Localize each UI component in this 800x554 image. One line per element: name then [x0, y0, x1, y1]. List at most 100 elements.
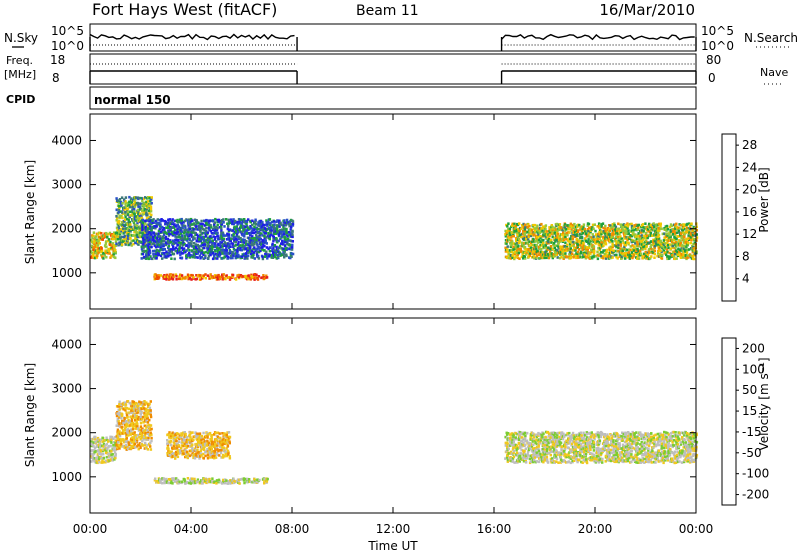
heatmap-cell: [192, 241, 196, 245]
heatmap-cell: [655, 242, 658, 245]
heatmap-cell: [129, 441, 133, 444]
heatmap-cell: [123, 241, 127, 245]
heatmap-cell: [214, 252, 218, 256]
heatmap-cell: [209, 247, 212, 251]
heatmap-cell: [153, 255, 156, 258]
heatmap-cell: [102, 448, 106, 452]
heatmap-cell: [133, 230, 136, 234]
heatmap-cell: [132, 445, 135, 448]
heatmap-cell: [207, 251, 210, 255]
heatmap-cell: [192, 453, 196, 456]
heatmap-cell: [246, 236, 250, 240]
heatmap-cell: [104, 249, 107, 252]
heatmap-cell: [572, 249, 575, 252]
heatmap-cell: [109, 243, 112, 246]
heatmap-cell: [661, 232, 664, 236]
heatmap-cell: [207, 451, 210, 454]
heatmap-cell: [606, 231, 609, 234]
heatmap-cell: [202, 274, 205, 277]
heatmap-cell: [169, 432, 172, 436]
heatmap-cell: [167, 234, 171, 237]
heatmap-cell: [693, 231, 697, 235]
heatmap-cell: [653, 246, 656, 250]
heatmap-cell: [91, 456, 95, 459]
heatmap-cell: [632, 228, 636, 232]
heatmap-cell: [149, 431, 152, 435]
heatmap-cell: [123, 208, 126, 211]
heatmap-cell: [189, 217, 193, 221]
heatmap-cell: [165, 479, 169, 483]
heatmap-cell: [200, 243, 204, 247]
heatmap-cell: [659, 239, 662, 243]
heatmap-cell: [218, 226, 222, 229]
heatmap-cell: [518, 257, 521, 260]
heatmap-cell: [659, 254, 662, 258]
heatmap-cell: [550, 252, 553, 255]
heatmap-cell: [677, 239, 681, 242]
heatmap-cell: [590, 242, 593, 246]
heatmap-cell: [197, 454, 200, 458]
heatmap-cell: [215, 482, 218, 485]
heatmap-cell: [676, 241, 680, 245]
heatmap-cell: [673, 225, 677, 228]
heatmap-cell: [103, 234, 107, 237]
heatmap-cell: [564, 244, 567, 248]
heatmap-cell: [518, 226, 522, 230]
heatmap-cell: [187, 230, 190, 234]
heatmap-cell: [186, 273, 190, 277]
heatmap-cell: [196, 434, 200, 437]
heatmap-cell: [200, 479, 203, 482]
heatmap-cell: [669, 228, 672, 232]
heatmap-cell: [565, 227, 568, 231]
heatmap-cell: [607, 236, 611, 240]
heatmap-cell: [256, 244, 259, 247]
heatmap-cell: [256, 231, 259, 235]
heatmap-cell: [239, 246, 242, 250]
heatmap-cell: [578, 252, 581, 256]
heatmap-cell: [569, 253, 572, 256]
heatmap-cell: [161, 251, 164, 255]
heatmap-cell: [610, 247, 613, 251]
heatmap-cell: [517, 251, 521, 255]
heatmap-cell: [144, 431, 147, 435]
heatmap-cell: [597, 247, 600, 250]
heatmap-cell: [118, 425, 122, 428]
heatmap-cell: [120, 228, 123, 231]
heatmap-cell: [261, 239, 264, 242]
heatmap-cell: [541, 250, 544, 254]
heatmap-cell: [552, 242, 556, 245]
heatmap-cell: [179, 243, 182, 247]
heatmap-cell: [681, 248, 684, 251]
heatmap-cell: [119, 444, 122, 448]
heatmap-cell: [112, 255, 116, 258]
heatmap-cell: [580, 232, 583, 236]
heatmap-cell: [261, 221, 264, 224]
heatmap-cell: [260, 276, 263, 280]
heatmap-cell: [692, 242, 695, 246]
heatmap-cell: [148, 427, 151, 430]
heatmap-cell: [653, 228, 656, 231]
heatmap-cell: [214, 450, 217, 453]
heatmap-cell: [604, 252, 607, 256]
heatmap-cell: [129, 233, 132, 237]
heatmap-cell: [253, 477, 256, 481]
heatmap-cell: [229, 482, 232, 485]
heatmap-cell: [177, 482, 180, 485]
heatmap-cell: [580, 246, 583, 250]
heatmap-cell: [647, 224, 651, 227]
heatmap-cell: [251, 231, 254, 235]
heatmap-cell: [656, 229, 659, 233]
heatmap-cell: [522, 222, 525, 226]
heatmap-cell: [518, 222, 521, 225]
heatmap-cell: [236, 255, 239, 258]
heatmap-cell: [142, 197, 146, 201]
heatmap-cell: [550, 224, 553, 227]
heatmap-cell: [210, 442, 214, 446]
heatmap-cell: [216, 435, 220, 439]
heatmap-cell: [619, 243, 622, 246]
heatmap-cell: [137, 447, 140, 451]
heatmap-cell: [164, 243, 168, 247]
heatmap-cell: [163, 277, 167, 280]
heatmap-cell: [220, 219, 224, 222]
heatmap-cell: [636, 242, 639, 246]
